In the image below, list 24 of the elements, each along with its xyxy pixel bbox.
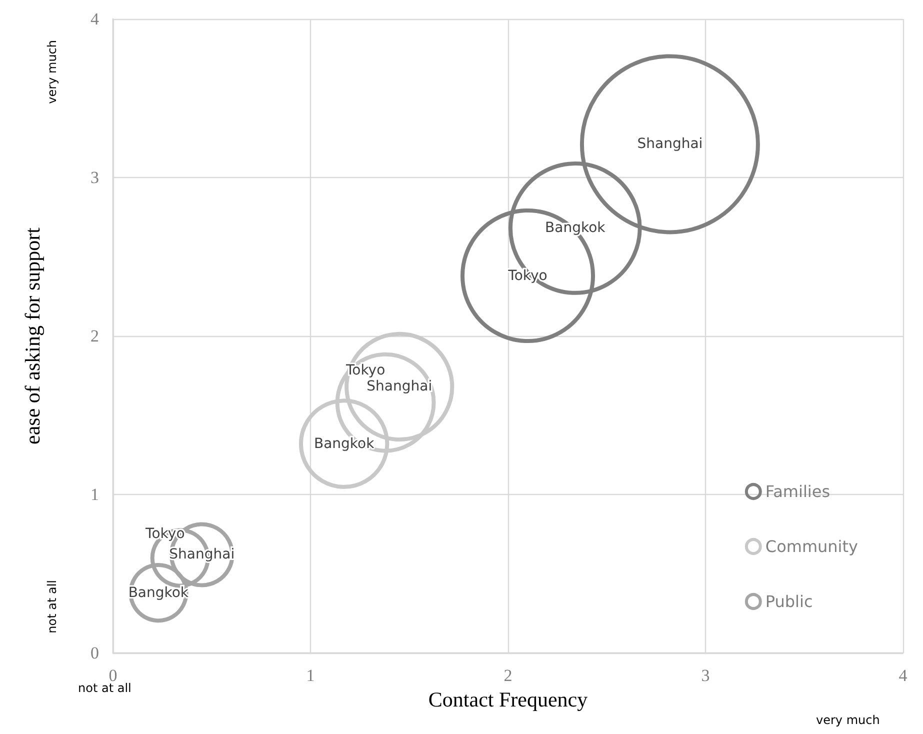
annotation: Shanghai: [637, 136, 703, 152]
x-tick-label: 1: [306, 666, 315, 685]
y-tick-label: 0: [90, 644, 99, 662]
x-tick-label: 3: [701, 666, 710, 685]
legend-label: Community: [765, 537, 858, 556]
y-tick-label: 1: [90, 485, 99, 504]
x-tick-label: 4: [898, 666, 908, 685]
y-axis-title: ease of asking for support: [20, 227, 44, 444]
annotation: Tokyo: [144, 526, 185, 542]
x-axis-title: Contact Frequency: [428, 687, 588, 712]
annotation: Tokyo: [344, 362, 386, 379]
text: very much: [45, 40, 59, 104]
annotation: Bangkok: [128, 584, 190, 601]
annotation: Bangkok: [314, 436, 376, 452]
legend-label: Public: [765, 592, 813, 611]
legend-label: Families: [765, 482, 830, 501]
text: very much: [816, 713, 880, 727]
text: not at all: [45, 580, 59, 634]
annotation: Shanghai: [366, 378, 432, 395]
y-tick-label: 2: [90, 326, 99, 346]
y-tick-label: 4: [90, 10, 100, 28]
y-tick-label: 3: [90, 168, 99, 187]
annotation: Shanghai: [169, 546, 235, 563]
x-tick-label: 2: [504, 666, 512, 685]
